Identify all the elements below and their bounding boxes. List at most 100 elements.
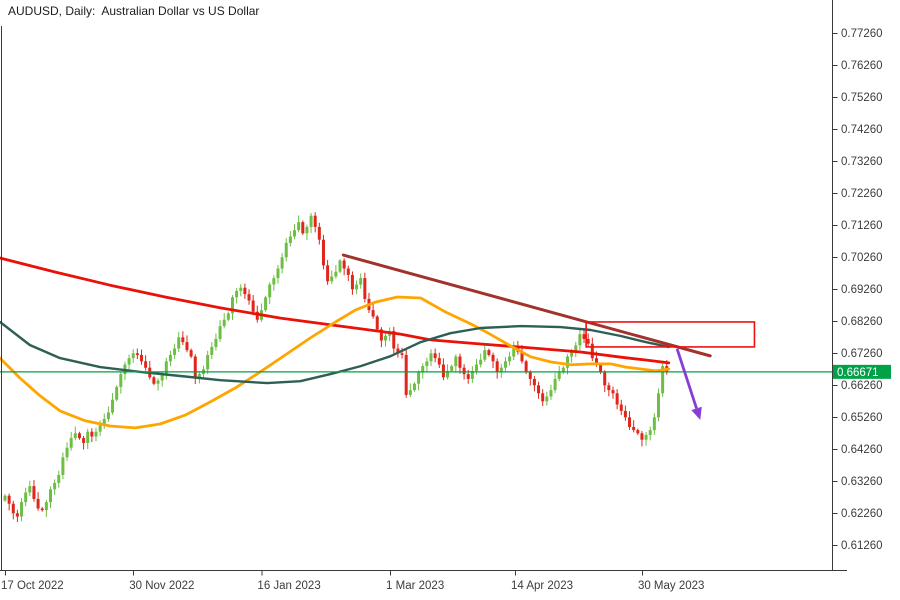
candle-bullish [111,399,115,413]
candle-bearish [77,433,81,439]
candle-bullish [218,326,222,339]
candle-bullish [230,297,234,314]
candle-bearish [640,433,644,440]
candle-bearish [528,372,532,379]
date-tick-label: 30 May 2023 [638,580,705,592]
candle-bearish [301,222,305,234]
candle-bullish [98,425,102,432]
candle-bullish [276,268,280,279]
candle-bearish [392,330,396,349]
candle-bullish [44,502,48,511]
candle-bearish [313,215,317,227]
candle-bearish [40,508,44,511]
candle-bullish [177,337,181,349]
candle-bullish [280,257,284,269]
candle-bearish [590,343,594,359]
candle-bearish [495,361,499,373]
price-tick-label: 0.72260 [841,188,883,200]
candle-bullish [197,374,201,378]
candle-bullish [119,374,123,387]
candle-bullish [384,335,388,341]
candle-bullish [421,366,425,373]
axes-layer [0,0,847,576]
candle-bearish [7,495,11,504]
candle-bullish [235,290,239,298]
candle-bearish [458,356,462,368]
candle-bullish [3,495,7,501]
candle-bullish [48,489,52,503]
candle-bullish [661,366,665,394]
candle-bearish [15,513,19,517]
candle-bullish [417,372,421,384]
candle-bullish [330,276,334,282]
candle-bullish [359,278,363,285]
candle-bullish [127,358,131,365]
candle-bullish [309,215,313,227]
candle-bearish [82,438,86,443]
ma-red-line[interactable] [0,256,671,365]
candle-bullish [355,284,359,290]
descending-trendline[interactable] [341,253,712,358]
candle-bullish [512,346,516,357]
candle-bullish [210,346,214,355]
candle-bearish [152,377,156,384]
candle-bullish [578,334,582,346]
indicators-layer [0,256,671,430]
candle-bullish [293,230,297,237]
candle-bullish [86,431,90,443]
candle-bearish [491,354,495,362]
candle-bullish [545,396,549,402]
price-tick-label: 0.71260 [841,220,883,232]
candle-bullish [408,390,412,395]
candle-bearish [437,358,441,365]
sell-arrow-head[interactable] [691,406,702,420]
candle-bullish [479,359,483,365]
candle-bullish [553,378,557,391]
axis-labels-layer: 0.77260 0.76260 0.75260 0.74260 0.73260 0.722… [1,28,883,592]
candle-bullish [483,350,487,360]
resistance-rectangle[interactable] [585,321,756,348]
candle-bearish [375,316,379,330]
candle-bearish [632,426,636,431]
candle-bullish [338,260,342,272]
candle-bearish [628,417,632,427]
candle-bearish [603,372,607,386]
price-tick-label: 0.65260 [841,412,883,424]
candle-bullish [20,502,24,517]
candle-bearish [400,353,404,355]
candle-bearish [524,361,528,373]
candle-bullish [288,236,292,243]
candle-bearish [532,378,536,386]
candle-bearish [189,350,193,357]
price-tick-label: 0.69260 [841,284,883,296]
price-tick-label: 0.62260 [841,508,883,520]
candle-bullish [226,313,230,320]
candle-bullish [574,345,578,352]
candle-bearish [342,260,346,269]
candle-bullish [160,374,164,381]
candle-bullish [106,412,110,419]
price-tick-label: 0.76260 [841,60,883,72]
ma-orange-line[interactable] [0,295,671,430]
price-tick-label: 0.61260 [841,540,883,552]
price-tick-label: 0.70260 [841,252,883,264]
candle-bearish [582,334,586,339]
sell-arrow-shaft[interactable] [675,348,698,409]
price-tick-label: 0.66260 [841,380,883,392]
chart-title: AUDUSD, Daily: Australian Dollar vs US D… [8,4,260,18]
date-tick-label: 30 Nov 2022 [129,580,194,592]
candle-bearish [243,287,247,295]
candle-bearish [607,385,611,391]
drawn-objects-layer [341,253,756,420]
ma-teal-line[interactable] [0,320,670,385]
candle-bullish [94,431,98,437]
price-tick-label: 0.74260 [841,124,883,136]
price-tick-label: 0.68260 [841,316,883,328]
current-price-label: 0.66671 [833,364,891,379]
candle-bullish [173,348,177,355]
candle-bullish [115,386,119,400]
date-tick-label: 14 Apr 2023 [511,580,573,592]
candle-bullish [206,354,210,370]
candle-bearish [466,374,470,379]
